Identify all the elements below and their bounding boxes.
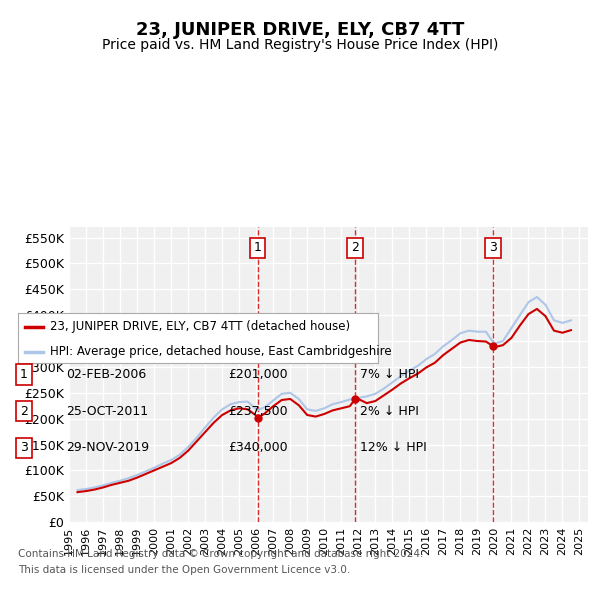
Text: 23, JUNIPER DRIVE, ELY, CB7 4TT (detached house): 23, JUNIPER DRIVE, ELY, CB7 4TT (detache…	[50, 320, 350, 333]
Text: 1: 1	[20, 368, 28, 381]
Text: £201,000: £201,000	[228, 368, 287, 381]
Text: 3: 3	[20, 441, 28, 454]
Text: 2% ↓ HPI: 2% ↓ HPI	[360, 405, 419, 418]
Text: 29-NOV-2019: 29-NOV-2019	[66, 441, 149, 454]
Text: 1: 1	[254, 241, 262, 254]
Text: 23, JUNIPER DRIVE, ELY, CB7 4TT: 23, JUNIPER DRIVE, ELY, CB7 4TT	[136, 21, 464, 39]
Text: Price paid vs. HM Land Registry's House Price Index (HPI): Price paid vs. HM Land Registry's House …	[102, 38, 498, 53]
Text: HPI: Average price, detached house, East Cambridgeshire: HPI: Average price, detached house, East…	[50, 345, 392, 358]
Text: 3: 3	[489, 241, 497, 254]
Text: 2: 2	[20, 405, 28, 418]
Text: 2: 2	[351, 241, 359, 254]
Text: 25-OCT-2011: 25-OCT-2011	[66, 405, 148, 418]
Text: £237,500: £237,500	[228, 405, 287, 418]
Text: Contains HM Land Registry data © Crown copyright and database right 2024.: Contains HM Land Registry data © Crown c…	[18, 549, 424, 559]
Text: 12% ↓ HPI: 12% ↓ HPI	[360, 441, 427, 454]
Text: 02-FEB-2006: 02-FEB-2006	[66, 368, 146, 381]
Text: 7% ↓ HPI: 7% ↓ HPI	[360, 368, 419, 381]
Text: £340,000: £340,000	[228, 441, 287, 454]
Text: This data is licensed under the Open Government Licence v3.0.: This data is licensed under the Open Gov…	[18, 565, 350, 575]
